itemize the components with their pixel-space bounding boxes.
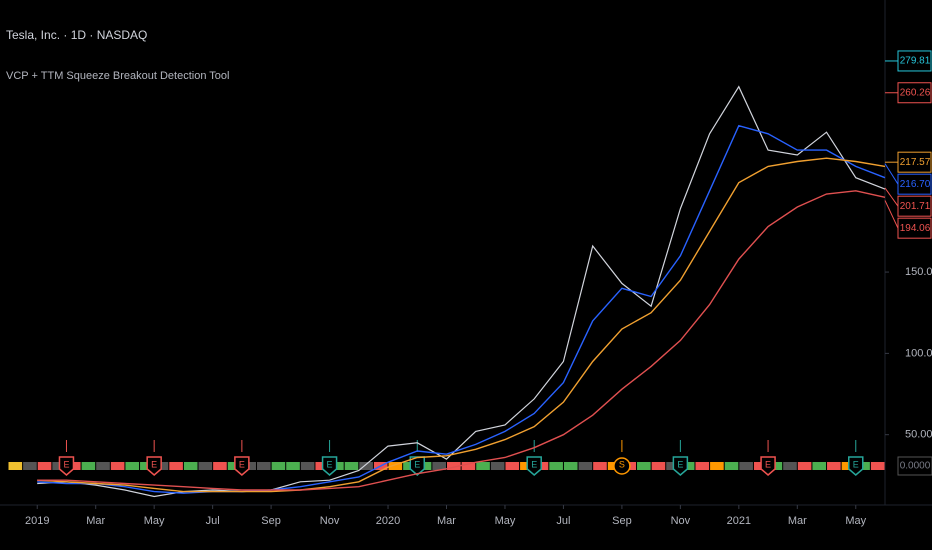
squeeze-dot xyxy=(359,462,373,470)
squeeze-dot xyxy=(637,462,651,470)
indicator-name: VCP + TTM Squeeze Breakout Detection Too… xyxy=(6,70,230,82)
squeeze-dot xyxy=(695,462,710,470)
event-badge xyxy=(848,456,864,476)
event-badge xyxy=(58,456,75,476)
y-tick-label: 100.00 xyxy=(905,347,932,359)
x-tick-label: Sep xyxy=(261,515,281,527)
event-label: E xyxy=(327,459,333,469)
series-line xyxy=(37,157,886,493)
x-tick-label: Sep xyxy=(612,515,632,527)
event-badge xyxy=(613,457,631,475)
squeeze-dot xyxy=(96,462,110,470)
event-label: E xyxy=(677,459,683,469)
event-badge xyxy=(526,456,542,476)
squeeze-dot xyxy=(286,462,300,470)
squeeze-dot xyxy=(344,462,359,470)
x-tick-label: Nov xyxy=(671,515,691,527)
squeeze-dot xyxy=(461,462,476,470)
price-label-box xyxy=(897,151,932,173)
squeeze-dot xyxy=(447,462,461,470)
x-tick-label: May xyxy=(144,515,165,527)
squeeze-dot xyxy=(812,462,827,470)
event-label: E xyxy=(531,459,537,469)
squeeze-dot xyxy=(183,462,198,470)
price-line-tick xyxy=(884,163,899,185)
squeeze-dot xyxy=(797,462,812,470)
squeeze-dot xyxy=(432,462,446,470)
price-label: 279.81 xyxy=(900,56,931,67)
squeeze-dot xyxy=(388,462,403,470)
series-line xyxy=(37,190,886,491)
x-tick-label: Mar xyxy=(788,515,807,527)
event-badge xyxy=(146,456,162,476)
squeeze-dot xyxy=(37,462,52,470)
squeeze-dot xyxy=(505,462,520,470)
price-line-tick xyxy=(884,187,899,207)
zero-label-box xyxy=(897,456,932,476)
event-label: E xyxy=(414,459,420,469)
squeeze-dot xyxy=(870,462,885,470)
y-tick-label: 50.00 xyxy=(905,429,932,441)
price-label-box xyxy=(897,217,932,239)
event-label: E xyxy=(63,459,69,469)
series-line xyxy=(37,124,886,494)
squeeze-dot xyxy=(23,462,37,470)
event-label: E xyxy=(853,459,859,469)
event-badge xyxy=(672,456,689,476)
squeeze-dot xyxy=(125,462,140,470)
event-badge xyxy=(234,456,250,476)
squeeze-dot xyxy=(490,462,505,470)
squeeze-dot xyxy=(563,462,578,470)
price-line-tick xyxy=(884,200,899,229)
zero-label: 0.0000 xyxy=(900,461,931,472)
x-tick-label: 2019 xyxy=(25,515,49,527)
squeeze-dot xyxy=(110,462,125,470)
squeeze-dot xyxy=(198,462,213,470)
squeeze-dot xyxy=(710,462,724,470)
price-label-box xyxy=(897,173,932,195)
squeeze-dot xyxy=(739,462,753,470)
event-badge xyxy=(321,456,338,476)
price-label-box xyxy=(897,82,932,104)
squeeze-dot xyxy=(724,462,739,470)
squeeze-dot xyxy=(256,462,271,470)
price-label-box xyxy=(897,195,932,217)
y-tick-label: 150.00 xyxy=(905,266,932,278)
event-label: E xyxy=(765,459,771,469)
event-label: E xyxy=(151,459,157,469)
x-tick-label: May xyxy=(845,515,866,527)
event-label: S xyxy=(619,459,625,469)
squeeze-dot xyxy=(827,462,841,470)
price-label: 260.26 xyxy=(900,87,931,98)
x-tick-label: 2021 xyxy=(727,515,751,527)
squeeze-dot xyxy=(300,462,315,470)
event-badge xyxy=(760,456,776,476)
chart-title: Tesla, Inc. · 1D · NASDAQ xyxy=(6,28,147,42)
squeeze-dot xyxy=(476,462,490,470)
x-tick-label: Mar xyxy=(86,515,105,527)
x-tick-label: 2020 xyxy=(376,515,400,527)
price-label-box xyxy=(897,50,932,72)
event-label: E xyxy=(239,459,245,469)
x-tick-label: Jul xyxy=(556,515,570,527)
squeeze-dot xyxy=(651,462,666,470)
x-tick-label: Mar xyxy=(437,515,456,527)
x-tick-label: May xyxy=(495,515,516,527)
squeeze-dot xyxy=(213,462,227,470)
x-tick-label: Nov xyxy=(320,515,340,527)
price-label: 217.57 xyxy=(900,157,931,168)
squeeze-dot xyxy=(271,462,286,470)
x-tick-label: Jul xyxy=(206,515,220,527)
squeeze-dot xyxy=(578,462,593,470)
price-label: 201.71 xyxy=(900,201,931,212)
squeeze-dot xyxy=(81,462,96,470)
squeeze-dot xyxy=(593,462,607,470)
squeeze-dot xyxy=(8,462,23,470)
price-label: 216.70 xyxy=(900,179,931,190)
price-label: 194.06 xyxy=(900,223,931,234)
squeeze-dot xyxy=(169,462,183,470)
squeeze-dot xyxy=(783,462,797,470)
squeeze-dot xyxy=(549,462,563,470)
